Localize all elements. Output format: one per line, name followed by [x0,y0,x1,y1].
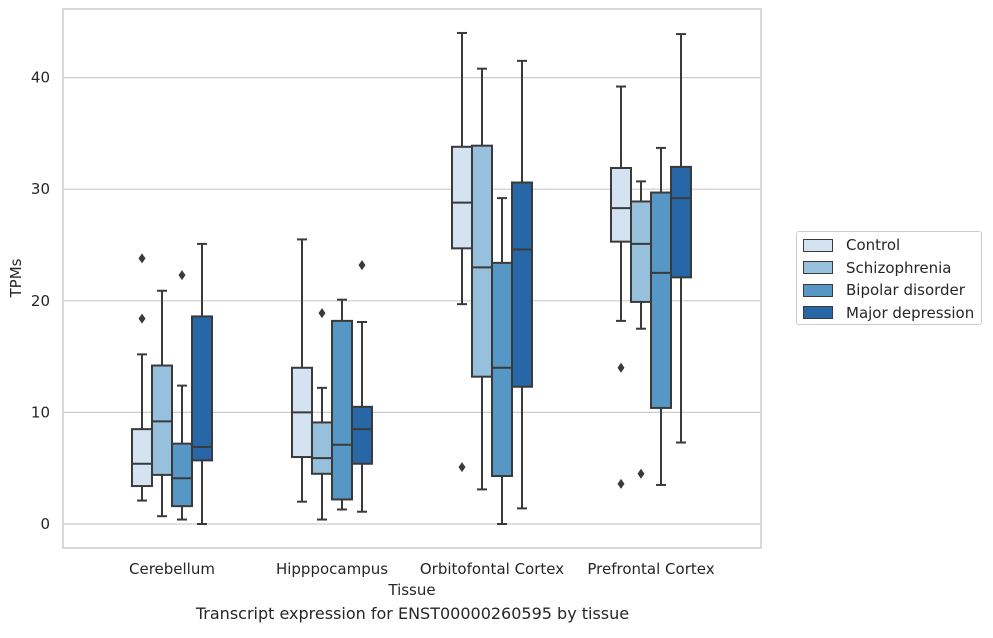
box-1-3 [351,260,373,513]
box-iqr [650,191,672,409]
box-3-2 [650,146,672,486]
box-3-3 [670,33,692,444]
outlier-point [617,478,625,489]
legend-item: Bipolar disorder [803,279,965,301]
box-1-1 [311,308,333,521]
box-iqr [151,364,173,476]
box-iqr [471,144,493,378]
box-iqr [610,166,632,243]
legend-swatch [803,283,833,297]
box-0-1 [151,289,173,518]
box-iqr [351,405,373,465]
box-3-0 [610,85,632,489]
outlier-point [138,313,146,324]
box-2-3 [511,59,533,510]
x-tick-label: Prefrontal Cortex [587,560,714,578]
legend-item: Control [803,234,900,256]
legend-swatch [803,238,833,252]
box-0-3 [191,242,213,525]
y-tick-label: 10 [31,403,50,421]
outlier-point [358,260,366,271]
outlier-point [138,253,146,264]
box-iqr [131,428,153,488]
box-iqr [491,261,513,478]
outlier-point [178,270,186,281]
legend-label: Bipolar disorder [846,281,965,299]
legend-swatch [803,306,833,319]
box-iqr [670,165,692,279]
box-layer [131,31,692,525]
outlier-point [637,468,645,479]
legend-item: Major depression [803,302,974,324]
legend-swatch [803,261,833,274]
outlier-point [617,362,625,373]
figure-caption: Transcript expression for ENST0000026059… [195,604,630,623]
y-tick-label: 30 [31,180,50,198]
box-iqr [171,442,193,508]
x-tick-label: Orbitofontal Cortex [420,560,564,578]
y-tick-label: 20 [31,292,50,310]
box-3-1 [630,180,652,479]
x-tick-label: Cerebellum [129,560,215,578]
box-2-1 [471,67,493,491]
box-0-0 [131,253,153,502]
box-1-2 [331,298,353,511]
x-axis-label: Tissue [387,581,435,599]
outlier-point [318,308,326,319]
box-iqr [191,315,213,462]
y-tick-label: 0 [40,515,50,533]
box-1-0 [291,238,313,503]
box-iqr [511,181,533,388]
outlier-point [458,462,466,473]
y-tick-label: 40 [31,69,50,87]
plot-frame [62,8,762,549]
box-0-2 [171,270,193,521]
legend-label: Schizophrenia [846,258,952,277]
box-iqr [451,145,473,250]
legend-item: Schizophrenia [803,257,951,279]
y-axis-label: TPMs [7,258,25,298]
legend-label: Control [846,236,901,254]
x-tick-labels: Cerebellum Hipppocampus Orbitofontal Corte… [129,560,715,578]
legend-label: Major depression [846,303,975,322]
box-iqr [630,200,652,303]
x-tick-label: Hipppocampus [276,560,388,578]
box-iqr [331,319,353,501]
box-iqr [311,421,333,475]
y-tick-labels: 0 10 20 30 40 [31,69,50,533]
legend: Control Schizophrenia Bipolar disorder Majo… [796,231,982,325]
